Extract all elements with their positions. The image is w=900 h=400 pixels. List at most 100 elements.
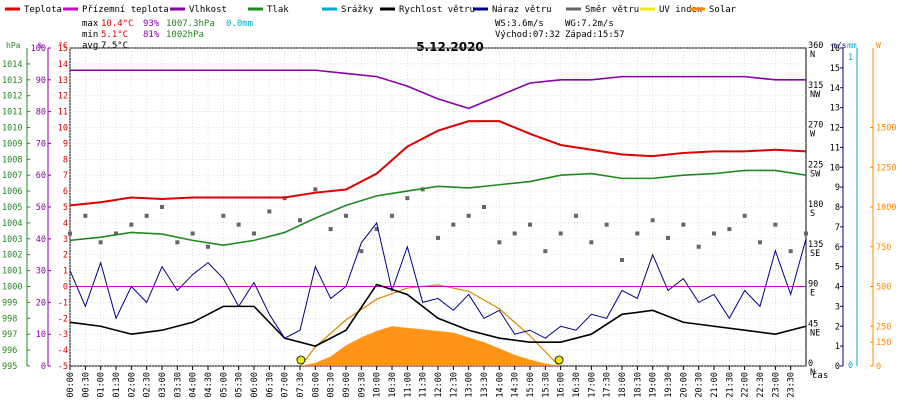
- x-tick-label: 15:30: [541, 372, 551, 398]
- max-rain: 0.0mm: [226, 19, 253, 29]
- min-pressure: 1002hPa: [166, 30, 204, 40]
- x-tick-label: 11:30: [419, 372, 429, 398]
- wind-gust-line: [69, 221, 807, 339]
- x-axis-label: čas: [812, 370, 828, 381]
- humidity-tick-label: 20: [36, 298, 46, 308]
- wind-speed-tick-label: 3: [835, 302, 840, 312]
- unit-temperature: °C: [58, 41, 68, 50]
- sunset-stat: Západ:15:57: [565, 30, 625, 40]
- wind-direction-point: [696, 244, 701, 249]
- x-tick-label: 12:00: [434, 372, 444, 398]
- wind-direction-point: [512, 231, 517, 236]
- x-tick-label: 00:00: [66, 372, 76, 398]
- x-tick-label: 06:00: [250, 372, 260, 398]
- wind-dir-deg-label: 270: [808, 121, 823, 131]
- wind-dir-compass-label: NE: [810, 328, 820, 338]
- wind-direction-point: [712, 231, 716, 236]
- wind-direction-point: [206, 244, 210, 249]
- wind-dir-deg-label: 45: [808, 319, 818, 329]
- wind-dir-deg-label: 225: [808, 160, 823, 170]
- min-humidity: 81%: [143, 30, 160, 40]
- sunrise-stat: Východ:07:32: [495, 30, 560, 40]
- x-tick-label: 23:00: [771, 372, 781, 398]
- legend-label: Teplota: [24, 5, 62, 15]
- wind-direction-point: [144, 213, 149, 218]
- x-tick-label: 05:30: [235, 372, 245, 398]
- wind-direction-point: [528, 222, 532, 227]
- wind-speed-tick-label: 7: [835, 223, 840, 233]
- x-tick-label: 03:00: [158, 372, 168, 398]
- humidity-tick-label: 90: [36, 76, 46, 86]
- x-tick-label: 10:30: [388, 372, 398, 398]
- x-tick-label: 23:30: [787, 372, 797, 398]
- unit-solar: W: [876, 41, 881, 50]
- legend-label: Přízemní teplota: [82, 5, 169, 15]
- wind-direction-point: [635, 231, 640, 236]
- temperature-tick-label: 4: [63, 219, 68, 229]
- x-tick-label: 00:30: [81, 372, 91, 398]
- legend-label: Solar: [709, 5, 737, 15]
- wind-direction-point: [160, 205, 164, 209]
- x-axis: 00:00 00:30 01:00 01:30 02:00 02:30 03:00 03:30…: [66, 366, 797, 398]
- temperature-tick-label: -4: [58, 346, 68, 356]
- legend-label: Srážky: [341, 5, 374, 15]
- x-tick-label: 20:00: [679, 372, 689, 398]
- x-tick-label: 01:00: [97, 372, 107, 398]
- solar-tick-label: 1500: [876, 124, 896, 134]
- temperature-tick-label: 5: [63, 203, 68, 213]
- wind-speed-tick-label: 1: [835, 342, 840, 352]
- avg-temp: 7.5°C: [101, 41, 128, 51]
- solar-tick-label: 1000: [876, 203, 896, 213]
- max-pressure: 1007.3hPa: [166, 19, 215, 29]
- wind-direction-point: [252, 231, 256, 236]
- rain-tick-label: 1: [848, 53, 853, 63]
- humidity-tick-label: 50: [36, 203, 46, 213]
- wind-dir-compass-label: S: [810, 209, 815, 219]
- wind-direction-point: [298, 218, 302, 223]
- x-tick-label: 09:30: [357, 372, 367, 398]
- wind-speed-line: [69, 283, 807, 347]
- unit-wind-speed: m/s: [832, 41, 847, 50]
- wind-direction-point: [466, 213, 471, 218]
- temperature-tick-label: -1: [58, 298, 68, 308]
- temperature-tick-label: -5: [58, 362, 68, 372]
- right-axes: 0N45NE90E135SE180S225SW270W315NW360N0123…: [808, 41, 896, 378]
- solar-tick-label: 1250: [876, 163, 896, 173]
- stats-panel: max 10.4°C 93% 1007.3hPa 0.0mm min 5.1°C…: [82, 19, 625, 51]
- pressure-tick-label: 1002: [2, 251, 22, 261]
- pressure-tick-label: 998: [2, 314, 17, 324]
- wind-speed-tick-label: 16: [830, 44, 840, 54]
- x-tick-label: 22:00: [741, 372, 751, 398]
- pressure-tick-label: 1006: [2, 187, 22, 197]
- x-tick-label: 14:30: [511, 372, 521, 398]
- wind-direction-point: [236, 222, 241, 227]
- x-tick-label: 14:00: [495, 372, 505, 398]
- x-tick-label: 05:00: [219, 372, 229, 398]
- wind-direction-point: [497, 240, 502, 245]
- pressure-tick-label: 995: [2, 362, 17, 372]
- wind-speed-tick-label: 5: [835, 263, 840, 273]
- x-tick-label: 10:00: [373, 372, 383, 398]
- temperature-tick-label: -3: [58, 330, 68, 340]
- wind-direction-point: [68, 231, 72, 236]
- wind-direction-point: [267, 209, 272, 214]
- legend-label: Vlhkost: [189, 5, 227, 15]
- temperature-tick-label: -2: [58, 314, 68, 324]
- pressure-tick-label: 1010: [2, 124, 22, 134]
- wind-speed-tick-label: 15: [830, 64, 840, 74]
- x-tick-label: 16:00: [557, 372, 567, 398]
- solar-tick-label: 500: [876, 283, 891, 293]
- wind-direction-point: [589, 240, 594, 245]
- solar-tick-label: 250: [876, 322, 891, 332]
- wind-dir-compass-label: E: [810, 289, 815, 299]
- wind-direction-point: [221, 213, 226, 218]
- pressure-line: [69, 169, 807, 246]
- humidity-tick-label: 70: [36, 139, 46, 149]
- x-tick-label: 17:30: [603, 372, 613, 398]
- x-tick-label: 07:30: [296, 372, 306, 398]
- wind-direction-point: [604, 222, 609, 227]
- legend-label: Rychlost větru: [399, 5, 475, 15]
- x-tick-label: 18:00: [618, 372, 628, 398]
- wind-direction-point: [374, 227, 379, 232]
- wind-direction-point: [758, 240, 762, 245]
